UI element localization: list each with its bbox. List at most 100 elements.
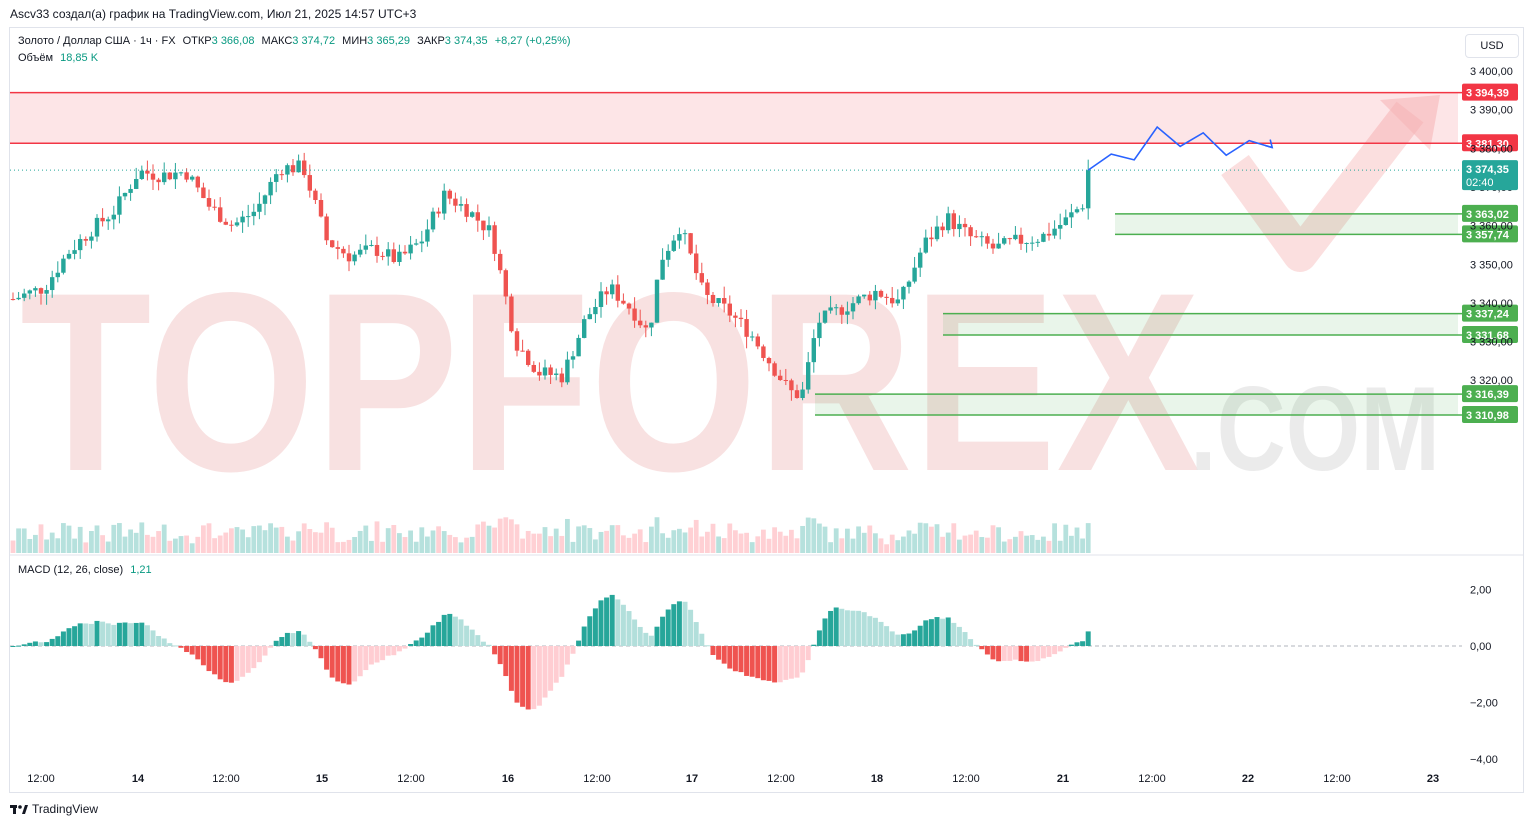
macd-bar[interactable] <box>816 630 822 646</box>
candle[interactable] <box>268 181 273 196</box>
candle[interactable] <box>699 273 704 283</box>
candle[interactable] <box>117 196 122 215</box>
candle[interactable] <box>761 346 766 358</box>
candle[interactable] <box>27 290 32 294</box>
candle[interactable] <box>509 296 514 332</box>
macd-bar[interactable] <box>945 617 951 646</box>
candle[interactable] <box>1052 228 1057 236</box>
macd-bar[interactable] <box>979 646 985 650</box>
candle[interactable] <box>1018 234 1024 244</box>
candle[interactable] <box>1030 242 1035 244</box>
macd-bar[interactable] <box>60 631 66 646</box>
candle[interactable] <box>750 336 755 338</box>
candle[interactable] <box>906 281 912 287</box>
candle[interactable] <box>727 303 732 316</box>
candle[interactable] <box>94 217 100 237</box>
macd-bar[interactable] <box>38 642 44 646</box>
macd-bar[interactable] <box>906 633 912 646</box>
macd-bar[interactable] <box>721 646 727 664</box>
candle[interactable] <box>324 216 329 241</box>
candle[interactable] <box>66 253 72 259</box>
macd-bar[interactable] <box>604 597 610 646</box>
candle[interactable] <box>705 282 710 295</box>
macd-bar[interactable] <box>587 616 593 646</box>
macd-bar[interactable] <box>240 646 246 677</box>
macd-bar[interactable] <box>592 608 598 646</box>
macd-bar[interactable] <box>693 622 699 646</box>
candle[interactable] <box>178 172 184 174</box>
macd-bar[interactable] <box>352 646 358 682</box>
candle[interactable] <box>100 217 105 222</box>
candle[interactable] <box>912 267 917 282</box>
candle[interactable] <box>946 213 951 231</box>
candle[interactable] <box>1035 241 1040 243</box>
candle[interactable] <box>862 294 867 297</box>
candle[interactable] <box>195 176 200 188</box>
macd-bar[interactable] <box>738 646 744 673</box>
macd-bar[interactable] <box>912 630 918 646</box>
macd-bar[interactable] <box>357 646 363 677</box>
candle[interactable] <box>890 297 895 304</box>
candle[interactable] <box>481 220 486 231</box>
candle[interactable] <box>470 212 475 217</box>
macd-bar[interactable] <box>917 625 923 646</box>
macd-bar[interactable] <box>469 629 475 646</box>
macd-bar[interactable] <box>480 641 486 646</box>
macd-bar[interactable] <box>464 625 470 646</box>
candle[interactable] <box>302 160 307 176</box>
macd-bar[interactable] <box>144 625 150 646</box>
macd-bar[interactable] <box>996 646 1002 662</box>
macd-bar[interactable] <box>195 646 201 660</box>
candle[interactable] <box>234 222 240 226</box>
macd-bar[interactable] <box>189 646 195 655</box>
macd-bar[interactable] <box>256 646 262 663</box>
candle[interactable] <box>1086 170 1091 209</box>
macd-bar[interactable] <box>800 646 806 673</box>
candle[interactable] <box>716 298 721 304</box>
candle[interactable] <box>72 250 77 254</box>
macd-bar[interactable] <box>576 640 582 646</box>
macd-bar[interactable] <box>1018 646 1024 662</box>
candle[interactable] <box>996 243 1001 249</box>
macd-label[interactable]: MACD (12, 26, close) <box>18 564 124 576</box>
candle[interactable] <box>688 233 693 254</box>
macd-bar[interactable] <box>1085 631 1091 646</box>
macd-bar[interactable] <box>856 610 862 646</box>
macd-bar[interactable] <box>475 635 481 646</box>
candle[interactable] <box>834 307 839 309</box>
candle[interactable] <box>985 236 990 244</box>
macd-bar[interactable] <box>21 644 27 646</box>
macd-bar[interactable] <box>77 623 83 646</box>
macd-bar[interactable] <box>441 614 447 646</box>
candle[interactable] <box>923 237 928 253</box>
candle[interactable] <box>610 284 615 295</box>
macd-bar[interactable] <box>172 645 178 647</box>
macd-bar[interactable] <box>822 618 828 646</box>
candle[interactable] <box>1041 233 1046 242</box>
candle[interactable] <box>598 291 604 308</box>
macd-bar[interactable] <box>16 645 22 647</box>
candle[interactable] <box>710 294 716 304</box>
macd-bar[interactable] <box>508 646 514 691</box>
candle[interactable] <box>559 373 564 383</box>
macd-bar[interactable] <box>660 616 666 646</box>
macd-bar[interactable] <box>228 646 234 683</box>
macd-bar[interactable] <box>436 621 442 646</box>
candle[interactable] <box>83 238 88 241</box>
candle[interactable] <box>537 371 542 376</box>
macd-bar[interactable] <box>100 621 106 646</box>
macd-bar[interactable] <box>525 646 531 710</box>
candle[interactable] <box>391 249 396 262</box>
macd-bar[interactable] <box>783 646 789 680</box>
candle[interactable] <box>346 253 352 262</box>
macd-bar[interactable] <box>419 637 425 646</box>
candle[interactable] <box>548 367 553 375</box>
macd-bar[interactable] <box>447 613 453 646</box>
candle[interactable] <box>1069 212 1074 218</box>
candle[interactable] <box>330 240 335 248</box>
macd-bar[interactable] <box>223 646 229 683</box>
macd-bar[interactable] <box>156 636 162 646</box>
macd-bar[interactable] <box>212 646 218 675</box>
macd-bar[interactable] <box>161 638 167 646</box>
